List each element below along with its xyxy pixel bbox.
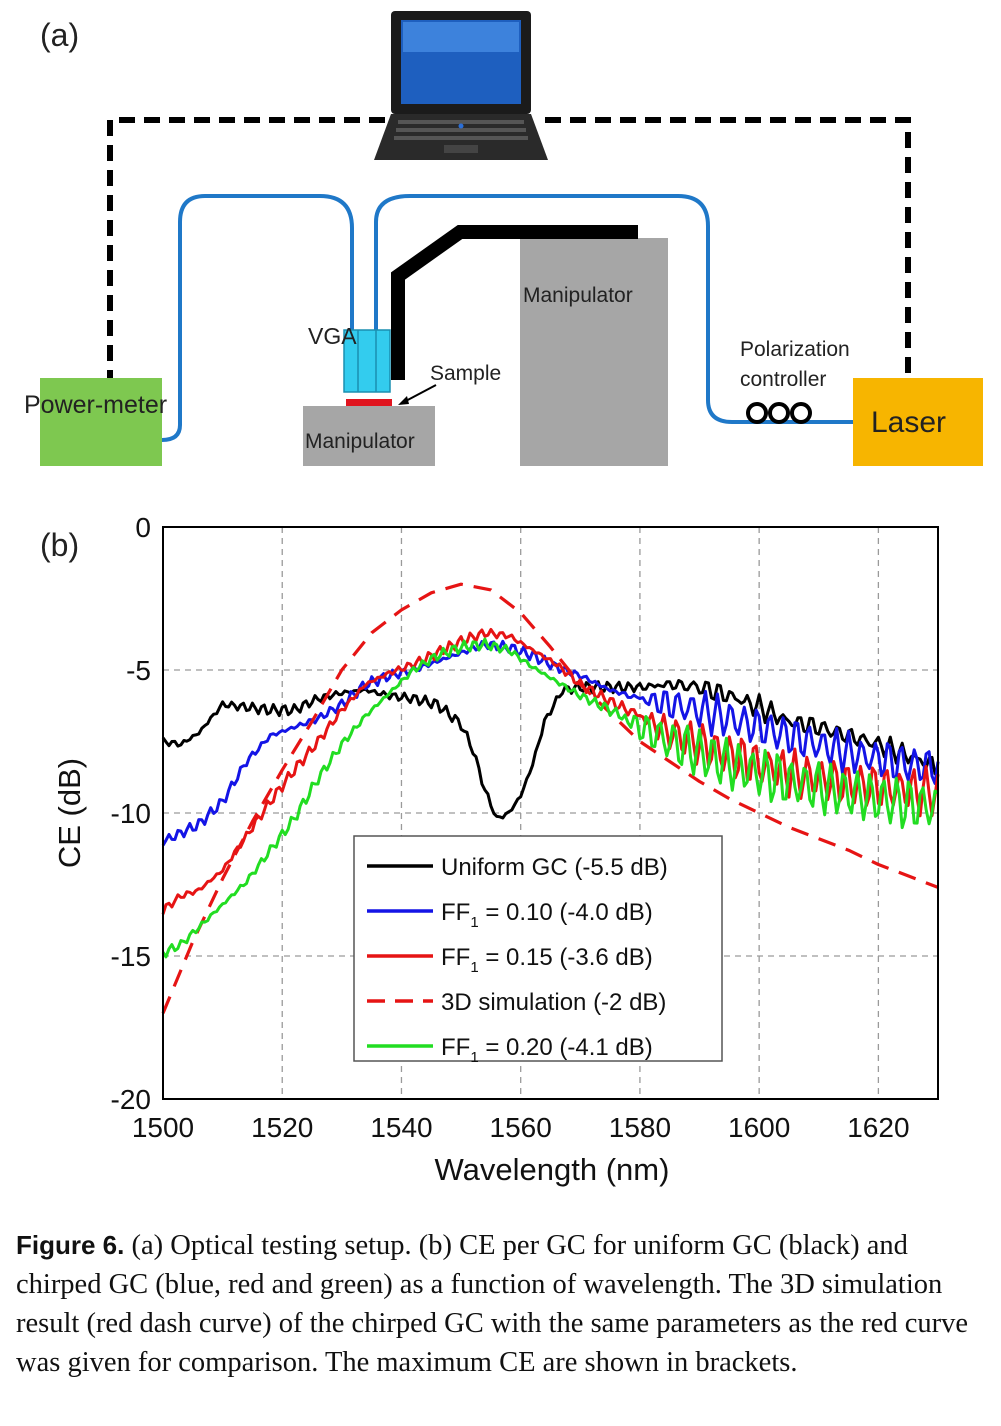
- fiber-to-power-meter: [161, 194, 354, 442]
- x-tick-label: 1620: [847, 1112, 909, 1143]
- series-line: [161, 679, 939, 820]
- manipulator-left-box: [303, 406, 435, 466]
- legend-box: [353, 835, 723, 1062]
- x-tick-label: 1600: [728, 1112, 790, 1143]
- plot-frame: [162, 526, 939, 1100]
- chart-series: [161, 582, 940, 1014]
- x-tick-label: 1520: [251, 1112, 313, 1143]
- control-cable-left: [107, 117, 385, 382]
- chart-ticks: 1500 1520 1540 1560 1580 1600 1620 0 -5 -10 -15 -20: [111, 512, 910, 1143]
- y-tick-label: -5: [126, 655, 151, 686]
- manipulator-right-label: Manipulator: [523, 284, 633, 307]
- panel-b-label: (b): [40, 527, 79, 563]
- legend-entry: FF1 = 0.20 (-4.1 dB): [441, 1034, 653, 1066]
- polarization-controller-icon: [746, 402, 812, 424]
- figure-caption: Figure 6. (a) Optical testing setup. (b)…: [16, 1226, 991, 1382]
- sample-chip: [346, 399, 392, 406]
- laser-box: [853, 378, 983, 466]
- legend-entry: FF1 = 0.10 (-4.0 dB): [441, 899, 653, 931]
- polarization-label-line1: Polarization: [740, 338, 850, 361]
- series-line: [161, 582, 939, 1014]
- polarization-label-line2: controller: [740, 368, 826, 391]
- panel-a-label: (a): [40, 17, 79, 53]
- y-axis-label: CE (dB): [52, 758, 87, 868]
- vga-label: VGA: [308, 323, 357, 349]
- y-tick-label: -10: [111, 798, 151, 829]
- x-axis-label: Wavelength (nm): [435, 1152, 670, 1187]
- chart-legend: Uniform GC (-5.5 dB) FF1 = 0.10 (-4.0 dB)…: [353, 835, 723, 1066]
- x-tick-label: 1540: [370, 1112, 432, 1143]
- control-cable-right: [545, 117, 911, 382]
- y-tick-label: 0: [135, 512, 151, 543]
- legend-entry: FF1 = 0.15 (-3.6 dB): [441, 944, 653, 976]
- series-line: [161, 637, 939, 959]
- power-meter-box: [40, 378, 162, 466]
- legend-entry: Uniform GC (-5.5 dB): [441, 854, 668, 881]
- series-line: [161, 628, 940, 915]
- caption-label: Figure 6.: [16, 1230, 125, 1260]
- y-tick-label: -15: [111, 941, 151, 972]
- laptop-icon: [374, 11, 548, 160]
- legend-entry: 3D simulation (-2 dB): [441, 989, 666, 1016]
- power-meter-label: Power-meter: [24, 391, 167, 419]
- vga-body: [343, 329, 391, 393]
- y-tick-label: -20: [111, 1084, 151, 1115]
- x-tick-label: 1500: [132, 1112, 194, 1143]
- x-tick-label: 1560: [490, 1112, 552, 1143]
- laser-label: Laser: [871, 406, 946, 439]
- caption-text: (a) Optical testing setup. (b) CE per GC…: [16, 1230, 968, 1378]
- series-line: [161, 639, 940, 847]
- manipulator-right-box: [520, 238, 668, 466]
- panel-b-chart: (b) 1500 1520 1540 1560 1580 1600 1620 0 -5 -10 -1…: [40, 512, 940, 1187]
- panel-a-setup: (a) Power-meter Laser: [24, 11, 983, 466]
- manipulator-arm: [391, 225, 638, 380]
- sample-label: Sample: [430, 362, 501, 385]
- x-tick-label: 1580: [609, 1112, 671, 1143]
- figure-6: (a) Power-meter Laser: [24, 11, 983, 1187]
- manipulator-left-label: Manipulator: [305, 430, 415, 453]
- fiber-to-laser: [374, 194, 860, 424]
